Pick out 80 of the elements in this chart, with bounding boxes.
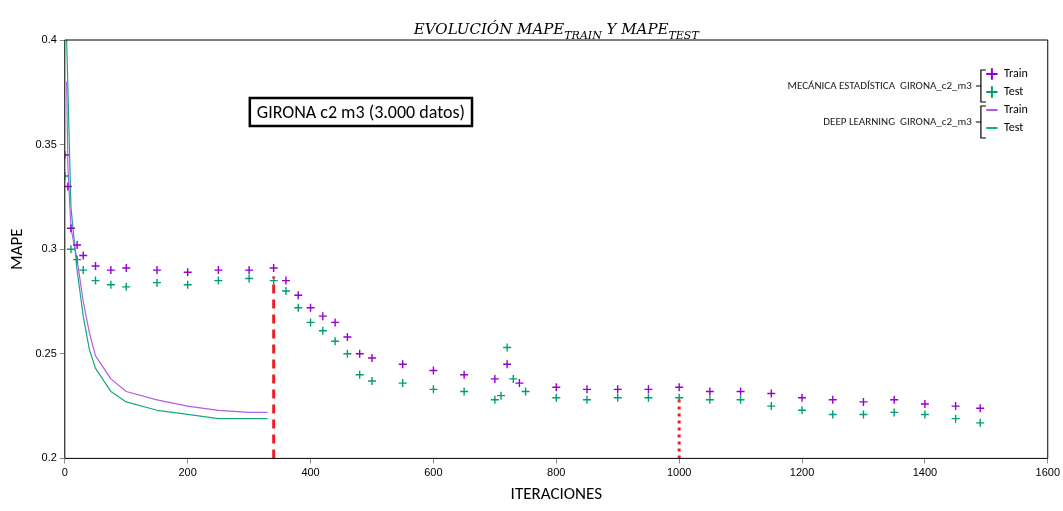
point — [705, 395, 715, 405]
point — [72, 254, 82, 265]
point — [342, 349, 353, 359]
point — [90, 261, 101, 271]
legend-label: Test — [1003, 84, 1024, 98]
point — [268, 263, 279, 273]
point — [64, 181, 73, 192]
y-tick-label: 0.35 — [35, 137, 57, 150]
point — [514, 378, 525, 388]
point — [797, 393, 807, 403]
point — [152, 265, 162, 275]
point — [705, 386, 715, 397]
x-tick-label: 200 — [178, 466, 197, 479]
y-tick-label: 0.25 — [35, 346, 57, 359]
point — [490, 395, 500, 405]
y-tick-label: 0.2 — [41, 451, 57, 464]
point — [318, 326, 328, 336]
point — [674, 393, 684, 403]
point — [582, 395, 592, 405]
legend-label: Train — [1003, 66, 1028, 80]
point — [889, 407, 899, 418]
point — [106, 280, 116, 290]
point — [735, 395, 746, 405]
annotation: MECÁNICA ESTADÍSTICA GIRONA_c2_m3 — [787, 78, 973, 92]
point — [330, 336, 340, 346]
point — [582, 384, 592, 395]
point — [66, 244, 76, 254]
annotation: DEEP LEARNING GIRONA_c2_m3 — [823, 114, 973, 128]
annotation: GIRONA c2 m3 (3.000 datos) — [256, 100, 466, 123]
point — [330, 317, 340, 328]
point — [508, 374, 518, 384]
point — [920, 409, 930, 420]
point — [72, 240, 82, 250]
point — [281, 286, 291, 296]
point — [213, 265, 224, 275]
point — [121, 282, 131, 292]
point — [950, 401, 961, 411]
point — [496, 390, 506, 401]
legend-label: Test — [1003, 120, 1024, 134]
point — [797, 405, 807, 415]
point — [858, 397, 869, 407]
x-tick-label: 0 — [61, 466, 68, 479]
point — [459, 386, 469, 397]
y-tick-label: 0.3 — [41, 242, 57, 255]
x-tick-label: 1600 — [1035, 466, 1061, 479]
y-axis-title: MAPE — [6, 228, 28, 270]
x-tick-label: 1200 — [789, 466, 815, 479]
point — [975, 403, 985, 413]
x-tick-label: 1400 — [912, 466, 938, 479]
point — [502, 359, 512, 369]
point — [828, 395, 838, 405]
point — [975, 418, 985, 428]
x-axis-title: ITERACIONES — [510, 483, 603, 505]
point — [66, 223, 76, 233]
point — [920, 399, 930, 409]
x-tick-label: 800 — [547, 466, 566, 479]
point — [78, 265, 88, 275]
x-tick-label: 600 — [424, 466, 443, 479]
point — [459, 370, 469, 380]
point — [674, 382, 684, 392]
legend-label: Train — [1003, 102, 1028, 116]
point — [318, 311, 328, 321]
point — [766, 401, 777, 411]
point — [244, 265, 254, 275]
point — [367, 376, 377, 386]
point — [281, 275, 291, 286]
y-tick-label: 0.4 — [41, 33, 57, 46]
point — [889, 395, 899, 405]
point — [106, 265, 116, 275]
point — [152, 277, 162, 288]
point — [502, 342, 512, 353]
x-tick-label: 1000 — [666, 466, 692, 479]
point — [367, 353, 377, 363]
point — [342, 332, 353, 342]
point — [355, 349, 365, 359]
x-tick-label: 400 — [301, 466, 320, 479]
point — [244, 273, 254, 284]
point — [490, 374, 500, 384]
point — [121, 263, 131, 273]
point — [398, 378, 408, 388]
